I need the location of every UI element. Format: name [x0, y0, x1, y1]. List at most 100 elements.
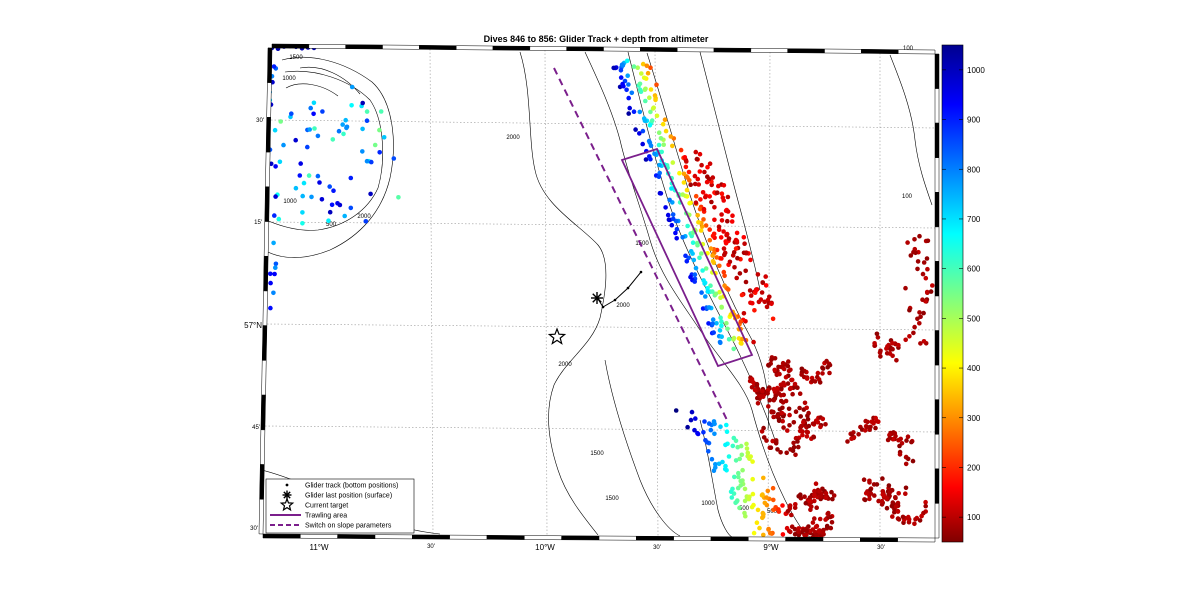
frame-top-segment: [824, 48, 862, 54]
depth-point: [685, 424, 690, 430]
colorbar-tick-label: 400: [967, 364, 981, 373]
depth-point: [717, 263, 722, 269]
depth-point: [812, 379, 818, 384]
depth-point: [768, 445, 774, 451]
depth-point: [627, 105, 632, 111]
depth-point: [360, 126, 365, 132]
depth-point: [721, 198, 726, 203]
depth-point: [624, 87, 629, 93]
depth-point: [315, 133, 321, 139]
depth-point: [276, 216, 282, 222]
frame-right-segment: [934, 122, 940, 158]
depth-point: [796, 529, 801, 534]
depth-point: [703, 194, 708, 200]
colorbar-tick-label: 300: [967, 414, 981, 423]
depth-point: [756, 299, 762, 305]
depth-point: [744, 441, 749, 447]
depth-point: [307, 127, 313, 132]
depth-point: [748, 293, 754, 298]
depth-point: [893, 495, 898, 501]
depth-point: [738, 478, 743, 484]
depth-point: [765, 488, 771, 494]
frame-left-segment: [265, 151, 271, 188]
depth-point: [642, 118, 648, 123]
depth-point: [391, 156, 397, 161]
frame-left-segment: [263, 255, 269, 292]
depth-point: [759, 493, 765, 498]
depth-point: [656, 142, 662, 148]
depth-point: [744, 446, 750, 451]
depth-point: [868, 487, 873, 492]
depth-point: [851, 430, 856, 435]
depth-point: [735, 485, 741, 491]
depth-point: [268, 280, 273, 286]
depth-point: [742, 241, 747, 246]
depth-point: [760, 389, 765, 394]
depth-point: [657, 162, 662, 168]
depth-point: [802, 494, 807, 500]
legend-asterisk-icon: [282, 490, 292, 500]
depth-point: [828, 525, 834, 531]
depth-point: [690, 240, 696, 245]
depth-point: [743, 279, 749, 285]
depth-point: [719, 304, 724, 310]
depth-point: [700, 306, 706, 311]
depth-point: [722, 273, 727, 279]
depth-point: [792, 381, 798, 387]
depth-point: [717, 328, 723, 333]
depth-point: [812, 488, 817, 494]
depth-point: [648, 87, 654, 92]
depth-point: [764, 438, 769, 443]
depth-point: [897, 452, 903, 457]
depth-point: [670, 212, 676, 217]
depth-point: [789, 377, 795, 383]
depth-point: [754, 520, 760, 525]
depth-point: [724, 320, 729, 326]
depth-point: [785, 509, 791, 514]
depth-point: [798, 414, 803, 419]
depth-point: [750, 300, 755, 306]
frame-left-segment: [261, 325, 268, 361]
depth-point: [687, 200, 692, 206]
depth-point: [815, 370, 821, 376]
frame-bottom-segment: [710, 536, 749, 542]
depth-point: [674, 226, 680, 232]
colorbar-tick-label: 1000: [967, 66, 985, 75]
depth-point: [885, 344, 890, 349]
contour-label: 100: [903, 46, 914, 52]
x-tick-label: 10°W: [535, 543, 555, 552]
depth-point: [649, 118, 655, 123]
depth-point: [719, 212, 724, 217]
depth-point: [709, 199, 714, 205]
depth-point: [811, 492, 817, 498]
depth-point: [887, 435, 893, 441]
depth-point: [657, 190, 663, 196]
depth-point: [714, 255, 719, 260]
depth-point: [309, 194, 314, 200]
depth-point: [635, 65, 640, 70]
depth-point: [718, 235, 724, 240]
depth-point: [726, 236, 732, 241]
depth-point: [699, 162, 704, 168]
depth-point: [631, 109, 637, 114]
depth-point: [319, 197, 325, 202]
depth-point: [754, 381, 760, 387]
depth-point: [340, 122, 346, 127]
depth-point: [312, 126, 317, 131]
depth-point: [643, 98, 648, 104]
x-tick-label: 30': [653, 545, 661, 551]
depth-point: [825, 365, 830, 370]
depth-point: [685, 223, 690, 229]
depth-point: [827, 370, 832, 376]
depth-point: [808, 499, 813, 504]
contour-label: 1500: [289, 55, 303, 61]
frame-top-segment: [271, 43, 310, 49]
depth-point: [311, 100, 317, 106]
depth-point: [820, 530, 826, 535]
depth-point: [331, 188, 336, 193]
depth-point: [823, 495, 828, 501]
depth-point: [787, 423, 792, 428]
depth-point: [755, 401, 761, 406]
depth-point: [770, 316, 776, 322]
